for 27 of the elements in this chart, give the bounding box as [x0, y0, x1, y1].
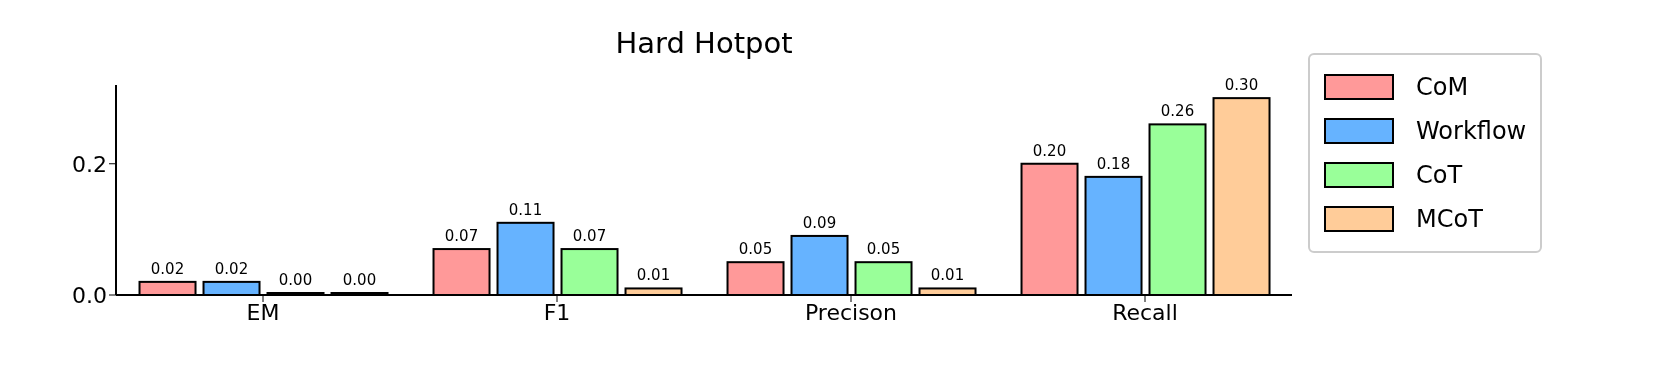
y-tick-label: 0.0: [72, 282, 107, 308]
x-tick-label: Precison: [804, 299, 898, 325]
y-tick-label: 0.2: [72, 151, 107, 177]
legend-label: CoT: [1416, 161, 1463, 189]
data-label: 0.01: [930, 266, 965, 285]
data-label: 0.02: [214, 259, 249, 278]
data-label: 0.07: [572, 227, 607, 246]
x-tick-label: EM: [246, 299, 280, 325]
legend-label: MCoT: [1416, 205, 1483, 233]
data-label: 0.11: [508, 200, 543, 219]
data-label: 0.00: [342, 271, 377, 289]
data-label: 0.05: [738, 240, 773, 259]
data-label: 0.00: [278, 271, 313, 289]
data-label: 0.05: [866, 240, 901, 259]
legend-label: CoM: [1416, 73, 1469, 101]
data-label: 0.20: [1032, 141, 1067, 160]
legend-label: Workflow: [1416, 117, 1527, 145]
x-tick-label: Recall: [1112, 299, 1178, 325]
data-label: 0.09: [802, 213, 837, 232]
x-tick-label: F1: [543, 299, 571, 325]
data-label: 0.07: [444, 227, 479, 246]
chart-title: Hard Hotpot: [614, 26, 794, 60]
data-label: 0.30: [1224, 76, 1259, 95]
data-label: 0.26: [1160, 102, 1195, 121]
data-label: 0.18: [1096, 154, 1131, 173]
data-label: 0.01: [636, 266, 671, 285]
data-label: 0.02: [150, 259, 185, 278]
